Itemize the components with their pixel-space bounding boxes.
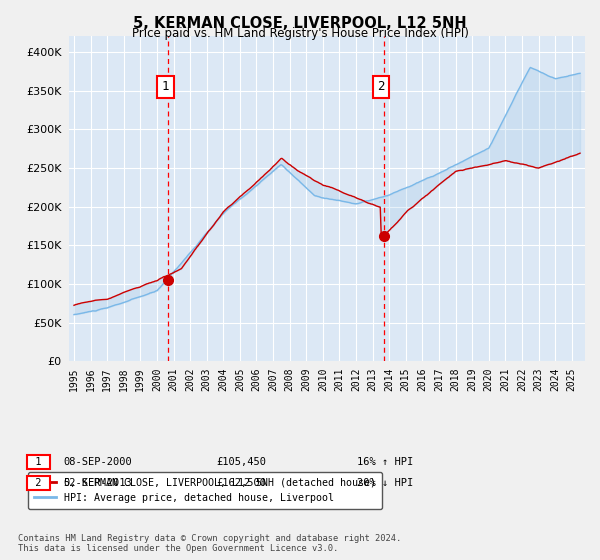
Text: 2: 2 (29, 478, 47, 488)
Text: 1: 1 (162, 80, 169, 93)
Text: 16% ↑ HPI: 16% ↑ HPI (357, 457, 413, 467)
Text: 20% ↓ HPI: 20% ↓ HPI (357, 478, 413, 488)
Text: 02-SEP-2013: 02-SEP-2013 (63, 478, 132, 488)
Text: 1: 1 (29, 457, 47, 467)
Text: £162,500: £162,500 (216, 478, 266, 488)
Text: Price paid vs. HM Land Registry's House Price Index (HPI): Price paid vs. HM Land Registry's House … (131, 27, 469, 40)
Text: 08-SEP-2000: 08-SEP-2000 (63, 457, 132, 467)
Text: 2: 2 (377, 80, 385, 93)
Text: £105,450: £105,450 (216, 457, 266, 467)
Text: Contains HM Land Registry data © Crown copyright and database right 2024.
This d: Contains HM Land Registry data © Crown c… (18, 534, 401, 553)
Legend: 5, KERMAN CLOSE, LIVERPOOL, L12 5NH (detached house), HPI: Average price, detach: 5, KERMAN CLOSE, LIVERPOOL, L12 5NH (det… (28, 472, 382, 509)
Text: 5, KERMAN CLOSE, LIVERPOOL, L12 5NH: 5, KERMAN CLOSE, LIVERPOOL, L12 5NH (133, 16, 467, 31)
